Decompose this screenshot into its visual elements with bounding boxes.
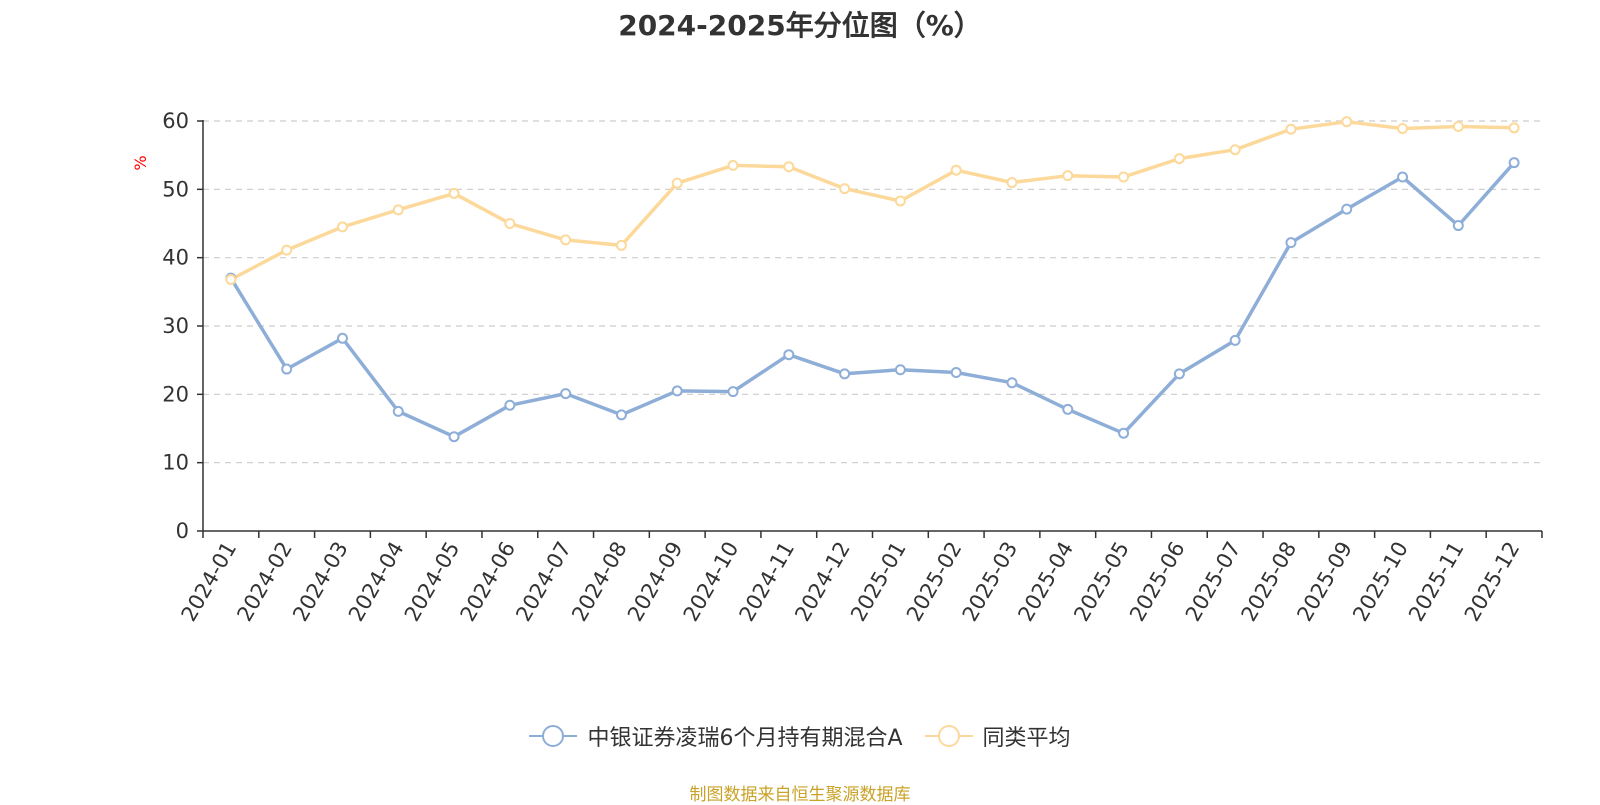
x-tick-label: 2024-11 bbox=[734, 538, 799, 626]
series-1-point bbox=[839, 183, 851, 195]
x-tick-label: 2025-10 bbox=[1348, 538, 1413, 626]
series-0-point bbox=[504, 399, 516, 411]
x-tick-label: 2024-07 bbox=[511, 538, 576, 626]
series-0-point bbox=[615, 409, 627, 421]
series-0-point bbox=[671, 385, 683, 397]
x-tick-label: 2025-01 bbox=[846, 538, 911, 626]
x-tick-label: 2024-04 bbox=[344, 538, 409, 626]
series-1-point bbox=[950, 164, 962, 176]
series-0-point bbox=[1118, 427, 1130, 439]
series-0-point bbox=[1397, 171, 1409, 183]
series-0-point bbox=[1006, 377, 1018, 389]
series-0-point bbox=[1062, 403, 1074, 415]
y-tick-label: 40 bbox=[162, 246, 189, 270]
series-0-point bbox=[783, 349, 795, 361]
chart-title: 2024-2025年分位图（%） bbox=[618, 9, 982, 42]
legend-item-series-0[interactable]: 中银证券凌瑞6个月持有期混合A bbox=[529, 720, 903, 752]
series-0-point bbox=[560, 388, 572, 400]
series-0-point bbox=[336, 332, 348, 344]
series-0-point bbox=[1285, 237, 1297, 249]
series-1-point bbox=[448, 187, 460, 199]
x-tick-label: 2025-05 bbox=[1069, 538, 1134, 626]
series-0-point bbox=[727, 386, 739, 398]
series-0-point bbox=[392, 405, 404, 417]
series-1-point bbox=[1397, 123, 1409, 135]
legend-label: 同类平均 bbox=[982, 726, 1071, 751]
x-tick-label: 2024-01 bbox=[177, 538, 242, 626]
series-0-point bbox=[839, 368, 851, 380]
line-chart: 0102030405060%2024-012024-022024-032024-… bbox=[131, 109, 1543, 626]
y-axis-label: % bbox=[131, 155, 150, 170]
series-0-point bbox=[1173, 368, 1185, 380]
y-tick-label: 0 bbox=[176, 519, 189, 543]
series-1-point bbox=[727, 159, 739, 171]
x-tick-label: 2025-09 bbox=[1292, 538, 1357, 626]
y-tick-label: 50 bbox=[162, 177, 189, 201]
series-1-point bbox=[336, 221, 348, 233]
x-tick-label: 2024-05 bbox=[400, 538, 465, 626]
x-tick-label: 2025-04 bbox=[1013, 538, 1078, 626]
series-1-point bbox=[1062, 170, 1074, 182]
x-tick-label: 2024-12 bbox=[790, 538, 855, 626]
x-tick-label: 2025-07 bbox=[1181, 538, 1246, 626]
series-1-point bbox=[225, 274, 237, 286]
series-1-point bbox=[560, 234, 572, 246]
legend-item-series-1[interactable]: 同类平均 bbox=[924, 720, 1071, 752]
y-tick-label: 20 bbox=[162, 382, 189, 406]
series-line-0 bbox=[229, 161, 1516, 439]
data-source-note: 制图数据来自恒生聚源数据库 bbox=[689, 785, 911, 805]
x-tick-label: 2025-08 bbox=[1237, 538, 1302, 626]
legend-marker-icon bbox=[924, 724, 973, 748]
series-1-point bbox=[281, 244, 293, 256]
x-tick-label: 2024-06 bbox=[456, 538, 521, 626]
x-tick-label: 2025-03 bbox=[958, 538, 1023, 626]
series-1-point bbox=[1006, 177, 1018, 188]
legend-label: 中银证券凌瑞6个月持有期混合A bbox=[587, 726, 903, 751]
x-tick-label: 2025-11 bbox=[1404, 538, 1469, 626]
series-0-point bbox=[950, 366, 962, 378]
series-0-point bbox=[1229, 334, 1241, 346]
x-tick-label: 2024-09 bbox=[623, 538, 688, 626]
series-1-point bbox=[1118, 171, 1130, 183]
series bbox=[225, 116, 1520, 443]
series-1-point bbox=[1229, 144, 1241, 156]
series-1-point bbox=[1285, 123, 1297, 135]
series-1-point bbox=[615, 239, 627, 251]
x-tick-label: 2024-08 bbox=[567, 538, 632, 626]
series-1-point bbox=[1173, 153, 1185, 165]
y-tick-label: 10 bbox=[162, 451, 189, 475]
x-tick-label: 2024-02 bbox=[232, 538, 297, 626]
series-1-point bbox=[894, 195, 906, 207]
series-1-point bbox=[1341, 116, 1353, 128]
series-1-point bbox=[1452, 120, 1464, 132]
series-1-point bbox=[671, 177, 683, 189]
x-tick-label: 2024-03 bbox=[288, 538, 353, 626]
series-0-point bbox=[448, 431, 460, 443]
series-1-point bbox=[392, 204, 404, 216]
legend: 中银证券凌瑞6个月持有期混合A 同类平均 bbox=[0, 720, 1600, 752]
x-tick-label: 2024-10 bbox=[679, 538, 744, 626]
series-0-point bbox=[1341, 203, 1353, 215]
y-tick-label: 60 bbox=[162, 109, 189, 133]
y-tick-label: 30 bbox=[162, 314, 189, 338]
series-line-1 bbox=[230, 119, 1515, 282]
series-1-point bbox=[783, 161, 795, 173]
series-1-point bbox=[504, 218, 516, 229]
x-tick-label: 2025-12 bbox=[1460, 538, 1525, 626]
legend-marker-icon bbox=[529, 724, 578, 748]
series-0-point bbox=[894, 364, 906, 376]
series-1-point bbox=[1508, 122, 1520, 134]
x-tick-label: 2025-06 bbox=[1125, 538, 1190, 626]
series-0-point bbox=[1508, 157, 1520, 169]
series-0-point bbox=[281, 363, 293, 375]
series-0-point bbox=[1452, 220, 1464, 232]
grid-lines bbox=[203, 120, 1542, 464]
x-tick-label: 2025-02 bbox=[902, 538, 967, 626]
